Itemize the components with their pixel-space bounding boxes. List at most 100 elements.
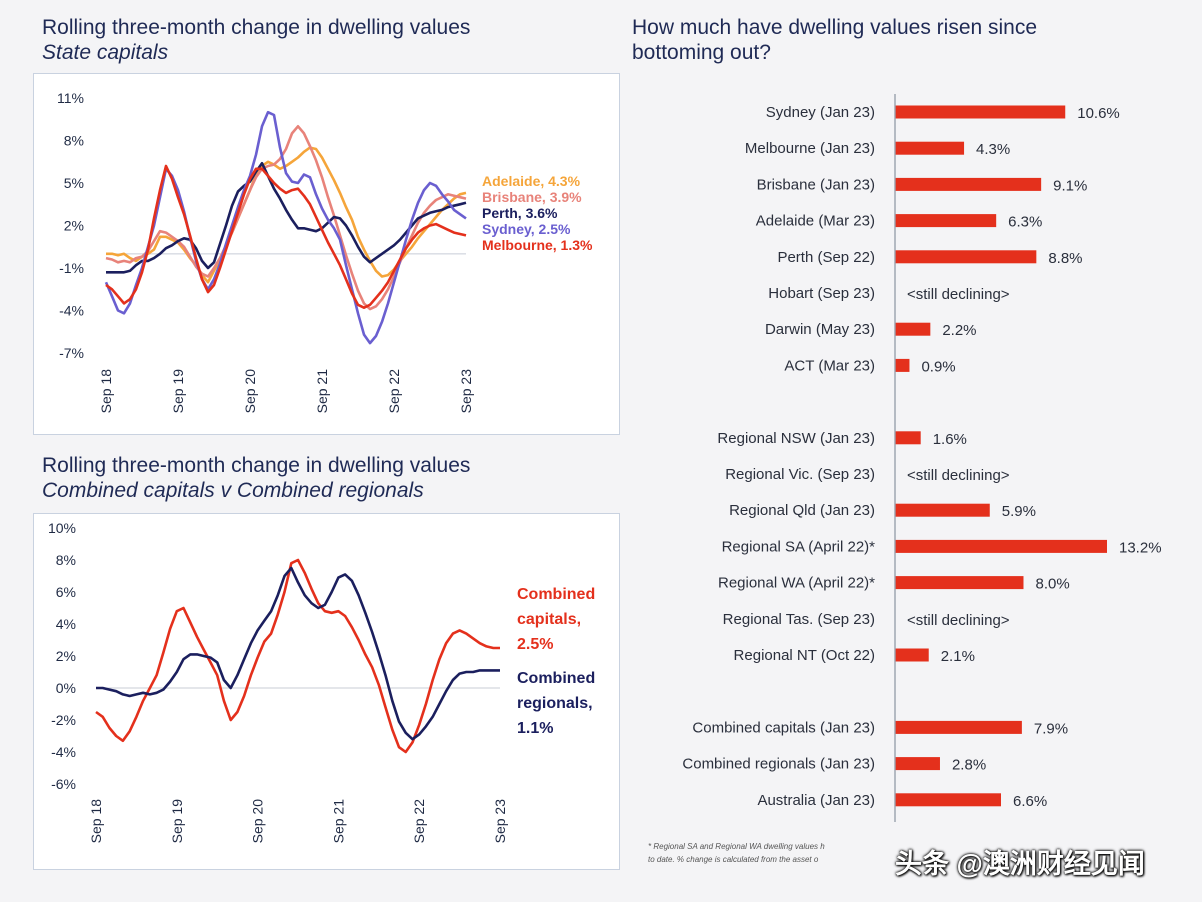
bar — [895, 141, 965, 155]
state-capitals-chart: 11% 8% 5% 2% -1% -4% -7% Sep 18 Sep 19 Sep 20 Sep … — [57, 90, 593, 414]
combined-chart-box: 10% 8% 6% 4% 2% 0% -2% -4% -6% Sep 18 Sep 19 Sep 20… — [33, 513, 620, 870]
bar-category-label: Darwin (May 23) — [765, 321, 875, 338]
x-tick-label: Sep 20 — [250, 799, 266, 844]
state-capitals-chart-box: 11% 8% 5% 2% -1% -4% -7% Sep 18 Sep 19 Sep 20 Sep … — [33, 73, 620, 435]
bounce-bar-chart: Sydney (Jan 23) 10.6% Melbourne (Jan 23) 4.… — [682, 94, 1162, 822]
y-tick-label: 11% — [57, 90, 84, 106]
legend-label: regionals, — [517, 695, 593, 712]
bar-value-label: 5.9% — [1002, 503, 1036, 520]
bar-value-label: 13.2% — [1119, 539, 1162, 556]
bar-value-label: 6.6% — [1013, 793, 1047, 810]
y-tick-label: 5% — [64, 175, 84, 191]
y-tick-label: -4% — [59, 303, 84, 319]
bar — [895, 322, 931, 336]
y-tick-label: -6% — [51, 776, 76, 792]
bar-value-label: 8.8% — [1048, 250, 1082, 267]
bar-category-label: Regional NT (Oct 22) — [734, 647, 875, 664]
bar-category-label: Brisbane (Jan 23) — [757, 176, 875, 193]
bar-value-label: <still declining> — [907, 286, 1010, 303]
x-tick-label: Sep 19 — [169, 799, 185, 844]
bar-category-label: Combined regionals (Jan 23) — [682, 756, 875, 773]
bar-chart-title-line1: How much have dwelling values risen sinc… — [632, 16, 1038, 39]
bar — [895, 503, 990, 517]
series-line-1 — [96, 566, 500, 741]
bar — [895, 539, 1107, 553]
x-tick-label: Sep 20 — [242, 369, 258, 414]
legend-label: Sydney, 2.5% — [482, 221, 571, 237]
bar-value-label: 7.9% — [1034, 720, 1068, 737]
bar-category-label: Regional Qld (Jan 23) — [729, 502, 875, 519]
footnote-line-2: to date. % change is calculated from the… — [648, 855, 819, 864]
bar — [895, 358, 910, 372]
bar — [895, 793, 1001, 807]
bar-category-label: Regional Vic. (Sep 23) — [725, 466, 875, 483]
y-tick-label: -2% — [51, 712, 76, 728]
bar-chart-title: How much have dwelling values risen sinc… — [632, 15, 1037, 65]
bar-value-label: 2.1% — [941, 648, 975, 665]
bar-chart-title-line2: bottoming out? — [632, 41, 771, 64]
bar — [895, 648, 929, 662]
series-line-2 — [106, 161, 467, 274]
bar — [895, 250, 1037, 264]
series-line-4 — [105, 164, 467, 309]
y-tick-label: 0% — [56, 680, 76, 696]
x-tick-label: Sep 18 — [88, 799, 104, 844]
y-tick-label: 8% — [64, 133, 84, 149]
legend-label: Combined — [517, 670, 595, 687]
bar-value-label: 8.0% — [1035, 576, 1069, 593]
x-tick-label: Sep 22 — [386, 369, 402, 414]
bar-value-label: 9.1% — [1053, 177, 1087, 194]
bar-value-label: <still declining> — [907, 612, 1010, 629]
bar — [895, 576, 1024, 590]
y-tick-label: -4% — [51, 744, 76, 760]
watermark: 头条 @澳洲财经见闻 — [895, 849, 1145, 879]
legend-label: 1.1% — [517, 720, 553, 737]
bar-value-label: 2.8% — [952, 757, 986, 774]
legend-label: Adelaide, 4.3% — [482, 173, 581, 189]
bar — [895, 431, 921, 445]
footnote-line-1: * Regional SA and Regional WA dwelling v… — [648, 842, 825, 851]
y-tick-label: 10% — [48, 520, 76, 536]
y-tick-label: 4% — [56, 616, 76, 632]
bar-category-label: Hobart (Sep 23) — [768, 285, 875, 302]
bar-category-label: Combined capitals (Jan 23) — [692, 719, 875, 736]
bar — [895, 214, 997, 228]
bar-category-label: ACT (Mar 23) — [784, 357, 875, 374]
bar-category-label: Regional SA (April 22)* — [722, 538, 876, 555]
y-tick-label: -7% — [59, 345, 84, 361]
state-capitals-subtitle: State capitals — [42, 41, 169, 64]
x-tick-label: Sep 23 — [492, 799, 508, 844]
legend-label: Combined — [517, 586, 595, 603]
combined-chart: 10% 8% 6% 4% 2% 0% -2% -4% -6% Sep 18 Sep 19 Sep 20… — [48, 520, 595, 844]
bar-category-label: Regional Tas. (Sep 23) — [723, 611, 875, 628]
y-tick-label: 8% — [56, 552, 76, 568]
bar-category-label: Regional WA (April 22)* — [718, 575, 875, 592]
legend-label: Perth, 3.6% — [482, 205, 558, 221]
bar-category-label: Sydney (Jan 23) — [766, 104, 875, 121]
bar-category-label: Regional NSW (Jan 23) — [717, 430, 875, 447]
y-tick-label: -1% — [59, 260, 84, 276]
bar — [895, 105, 1066, 119]
legend-label: Melbourne, 1.3% — [482, 237, 593, 253]
legend-label: capitals, — [517, 611, 581, 628]
series-line-0 — [106, 146, 467, 284]
legend-label: Brisbane, 3.9% — [482, 189, 582, 205]
bar-category-label: Australia (Jan 23) — [757, 792, 875, 809]
series-line-0 — [95, 558, 500, 754]
bar-category-label: Perth (Sep 22) — [777, 249, 875, 266]
bar-category-label: Adelaide (Mar 23) — [756, 213, 875, 230]
x-tick-label: Sep 21 — [330, 799, 346, 844]
bar-value-label: 4.3% — [976, 141, 1010, 158]
combined-title-text: Rolling three-month change in dwelling v… — [42, 454, 471, 477]
x-tick-label: Sep 19 — [170, 369, 186, 414]
combined-subtitle: Combined capitals v Combined regionals — [42, 479, 424, 502]
bar-value-label: 2.2% — [942, 322, 976, 339]
bar — [895, 720, 1022, 734]
bar-category-label: Melbourne (Jan 23) — [745, 140, 875, 157]
bar-value-label: 10.6% — [1077, 105, 1120, 122]
bar-value-label: <still declining> — [907, 467, 1010, 484]
footnote: * Regional SA and Regional WA dwelling v… — [648, 840, 1168, 866]
y-tick-label: 2% — [64, 218, 84, 234]
bar-value-label: 1.6% — [933, 431, 967, 448]
state-capitals-title-text: Rolling three-month change in dwelling v… — [42, 16, 471, 39]
